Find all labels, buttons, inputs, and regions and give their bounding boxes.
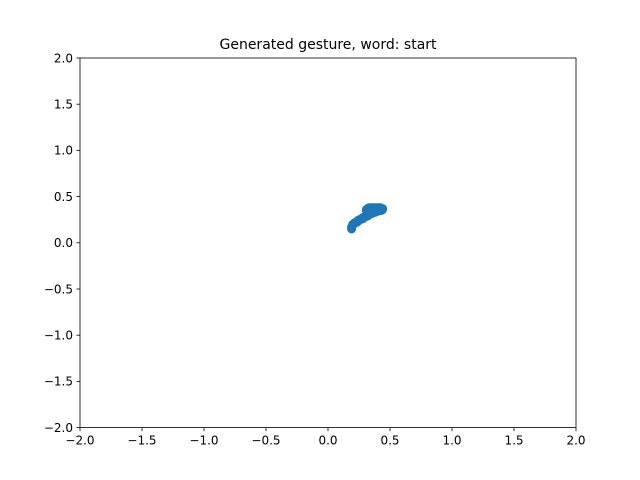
plot-frame (79, 57, 577, 429)
x-tick-label: −1.5 (127, 434, 156, 448)
x-tick-label: 0.5 (380, 434, 399, 448)
x-tick-label: 1.5 (504, 434, 523, 448)
x-tick-label: −0.5 (251, 434, 280, 448)
y-tick-label: −0.5 (44, 282, 73, 296)
y-tick-label: 1.5 (54, 98, 73, 112)
x-tick-label: 1.0 (442, 434, 461, 448)
y-tick-label: −1.5 (44, 375, 73, 389)
y-tick-label: 0.0 (54, 236, 73, 250)
data-point (368, 206, 378, 216)
x-tick-label: −1.0 (189, 434, 218, 448)
x-axis-ticks: −2.0 −1.5 −1.0 −0.5 0.0 0.5 1.0 1.5 2.0 (65, 427, 586, 448)
y-tick-label: −2.0 (44, 421, 73, 435)
chart-title: Generated gesture, word: start (219, 37, 437, 53)
y-tick-label: 1.0 (54, 144, 73, 158)
x-tick-label: −2.0 (65, 434, 94, 448)
y-tick-label: −1.0 (44, 329, 73, 343)
data-points (347, 203, 388, 234)
y-tick-label: 2.0 (54, 51, 73, 65)
y-tick-label: 0.5 (54, 190, 73, 204)
y-axis-ticks: −2.0 −1.5 −1.0 −0.5 0.0 0.5 1.0 1.5 2.0 (44, 51, 80, 435)
x-tick-label: 2.0 (566, 434, 585, 448)
x-tick-label: 0.0 (318, 434, 337, 448)
